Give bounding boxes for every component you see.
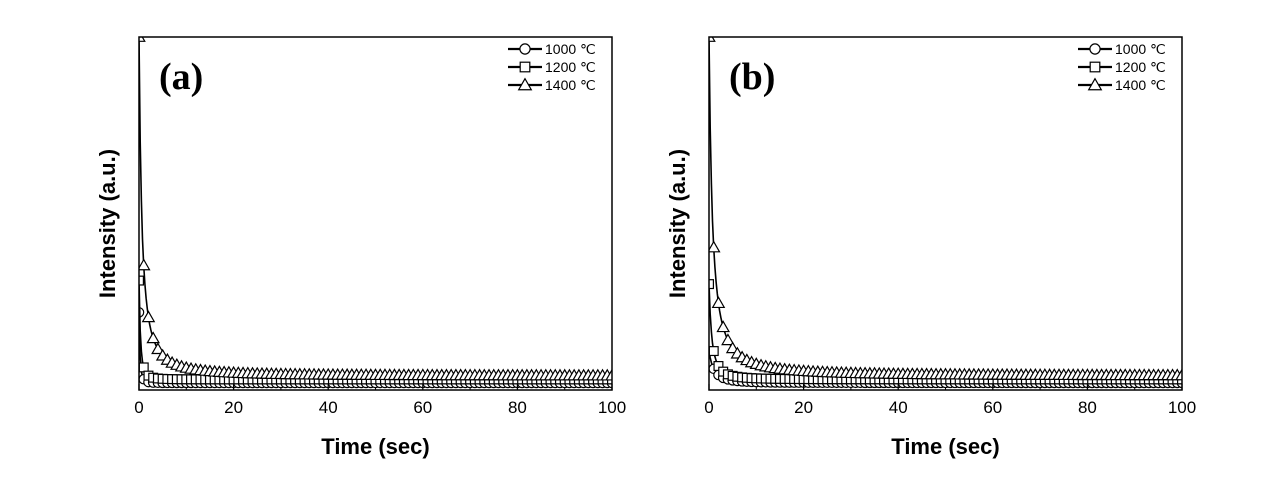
- legend: 1000 ℃ 1200 ℃ 1400 ℃: [508, 41, 596, 93]
- legend-label: 1400 ℃: [545, 77, 596, 93]
- x-tick-label: 40: [889, 398, 908, 417]
- legend-label: 1000 ℃: [545, 41, 596, 57]
- x-tick-label: 40: [319, 398, 338, 417]
- legend-marker-triangle: [1087, 77, 1103, 91]
- legend-label: 1200 ℃: [1115, 59, 1166, 75]
- data-point: [141, 310, 156, 323]
- data-point: [605, 368, 612, 381]
- data-point: [146, 331, 160, 344]
- x-tick-label: 100: [1168, 398, 1196, 417]
- legend-marker-square: [1089, 61, 1101, 73]
- chart-panel-0: 0 20 40 60 80 100 Time (sec) Intensity (a.u.) (a…: [95, 36, 626, 459]
- x-tick-label: 0: [134, 398, 143, 417]
- legend-label: 1200 ℃: [545, 59, 596, 75]
- panel-label: (b): [729, 56, 775, 98]
- series-line: [139, 37, 612, 377]
- legend-marker-circle: [519, 43, 531, 55]
- legend-marker-triangle: [517, 77, 533, 91]
- data-point: [709, 279, 714, 290]
- x-tick-label: 20: [224, 398, 243, 417]
- plot-data: [709, 37, 1182, 389]
- panel-label: (a): [159, 56, 203, 98]
- x-axis-title: Time (sec): [891, 434, 999, 459]
- x-tick-label: 60: [413, 398, 432, 417]
- data-point: [139, 362, 149, 373]
- legend-marker-circle: [1089, 43, 1101, 55]
- series-triangle: [139, 37, 612, 381]
- data-point: [709, 346, 719, 357]
- x-tick-label: 80: [508, 398, 527, 417]
- x-tick-label: 80: [1078, 398, 1097, 417]
- y-axis-title: Intensity (a.u.): [95, 149, 120, 298]
- data-point: [709, 37, 716, 42]
- chart-panel-1: 0 20 40 60 80 100 Time (sec) Intensity (a.u.) (b…: [665, 36, 1196, 459]
- data-point: [711, 296, 726, 309]
- plot-frame: [138, 36, 613, 391]
- data-point: [709, 240, 721, 253]
- data-point: [139, 258, 151, 271]
- plot-frame: [708, 36, 1183, 391]
- x-tick-label: 20: [794, 398, 813, 417]
- y-axis-title: Intensity (a.u.): [665, 149, 690, 298]
- legend-marker-square: [519, 61, 531, 73]
- x-axis-title: Time (sec): [321, 434, 429, 459]
- data-point: [151, 342, 165, 355]
- data-point: [716, 320, 730, 333]
- x-tick-label: 60: [983, 398, 1002, 417]
- legend-label: 1000 ℃: [1115, 41, 1166, 57]
- series-triangle: [709, 37, 1182, 381]
- legend-label: 1400 ℃: [1115, 77, 1166, 93]
- series-line: [709, 37, 1182, 377]
- data-point: [139, 37, 146, 42]
- plot-data: [139, 37, 612, 389]
- data-point: [721, 333, 735, 346]
- legend: 1000 ℃ 1200 ℃ 1400 ℃: [1078, 41, 1166, 93]
- x-tick-label: 0: [704, 398, 713, 417]
- x-tick-label: 100: [598, 398, 626, 417]
- data-point: [1175, 368, 1182, 381]
